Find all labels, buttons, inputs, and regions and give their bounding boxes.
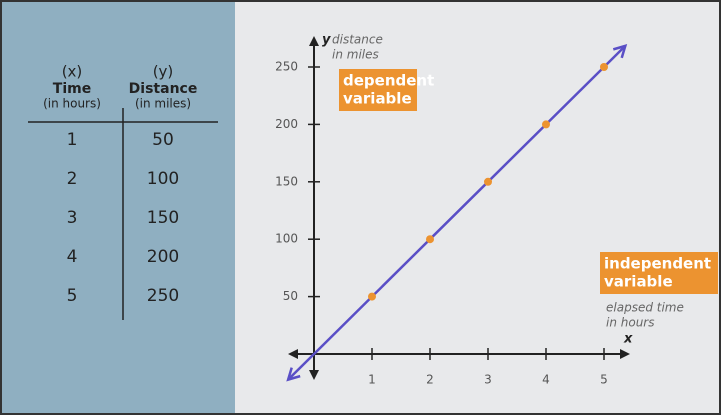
table-cell: 3 [67, 208, 78, 228]
x-tick-label: 2 [426, 373, 434, 387]
dependent-tag-text: dependent [343, 72, 434, 90]
line-arrow [286, 367, 301, 382]
table-panel [0, 0, 235, 415]
table-cell: 5 [67, 286, 78, 306]
y-tick-label: 150 [275, 174, 298, 188]
point [426, 235, 434, 244]
independent-tag-text: variable [604, 273, 673, 291]
table-header: (y) [153, 63, 174, 81]
y-axis-note: distance [332, 33, 383, 47]
table-cell: 100 [147, 169, 179, 189]
table-header: (in miles) [135, 97, 191, 111]
y-tick-label: 200 [275, 117, 298, 131]
y-axis-label: y [322, 33, 331, 48]
table-header: (in hours) [43, 97, 101, 111]
point [600, 63, 608, 71]
x-axis-note: elapsed time [606, 301, 684, 315]
x-tick-label: 5 [600, 373, 608, 387]
table-header: Time [53, 81, 91, 97]
table-cell: 4 [67, 247, 78, 267]
table-cell: 2 [67, 169, 78, 189]
x-tick-label: 3 [484, 373, 492, 387]
x-axis-label: x [623, 332, 633, 347]
y-axis-note: in miles [332, 48, 379, 62]
table-cell: 250 [147, 286, 179, 306]
line-extension [287, 295, 373, 381]
table-cell: 200 [147, 247, 179, 267]
point [542, 120, 550, 129]
table-header: (x) [62, 63, 83, 81]
line-extension [603, 45, 627, 68]
independent-tag-text: independent [604, 255, 711, 273]
y-tick-label: 100 [275, 232, 298, 246]
x-tick-label: 1 [368, 373, 376, 387]
table-header: Distance [129, 81, 198, 97]
independent-tag [600, 252, 718, 294]
line-arrow [612, 44, 628, 59]
y-tick-label: 250 [275, 60, 298, 74]
point [368, 292, 376, 301]
x-axis-note: in hours [606, 316, 655, 330]
table-cell: 150 [147, 208, 179, 228]
y-tick-label: 50 [283, 289, 298, 303]
table-cell: 1 [67, 130, 78, 150]
dependent-tag-text: variable [343, 90, 412, 108]
point [484, 177, 492, 186]
table-cell: 50 [152, 130, 174, 150]
x-tick-label: 4 [542, 373, 550, 387]
dependent-tag [339, 69, 417, 111]
